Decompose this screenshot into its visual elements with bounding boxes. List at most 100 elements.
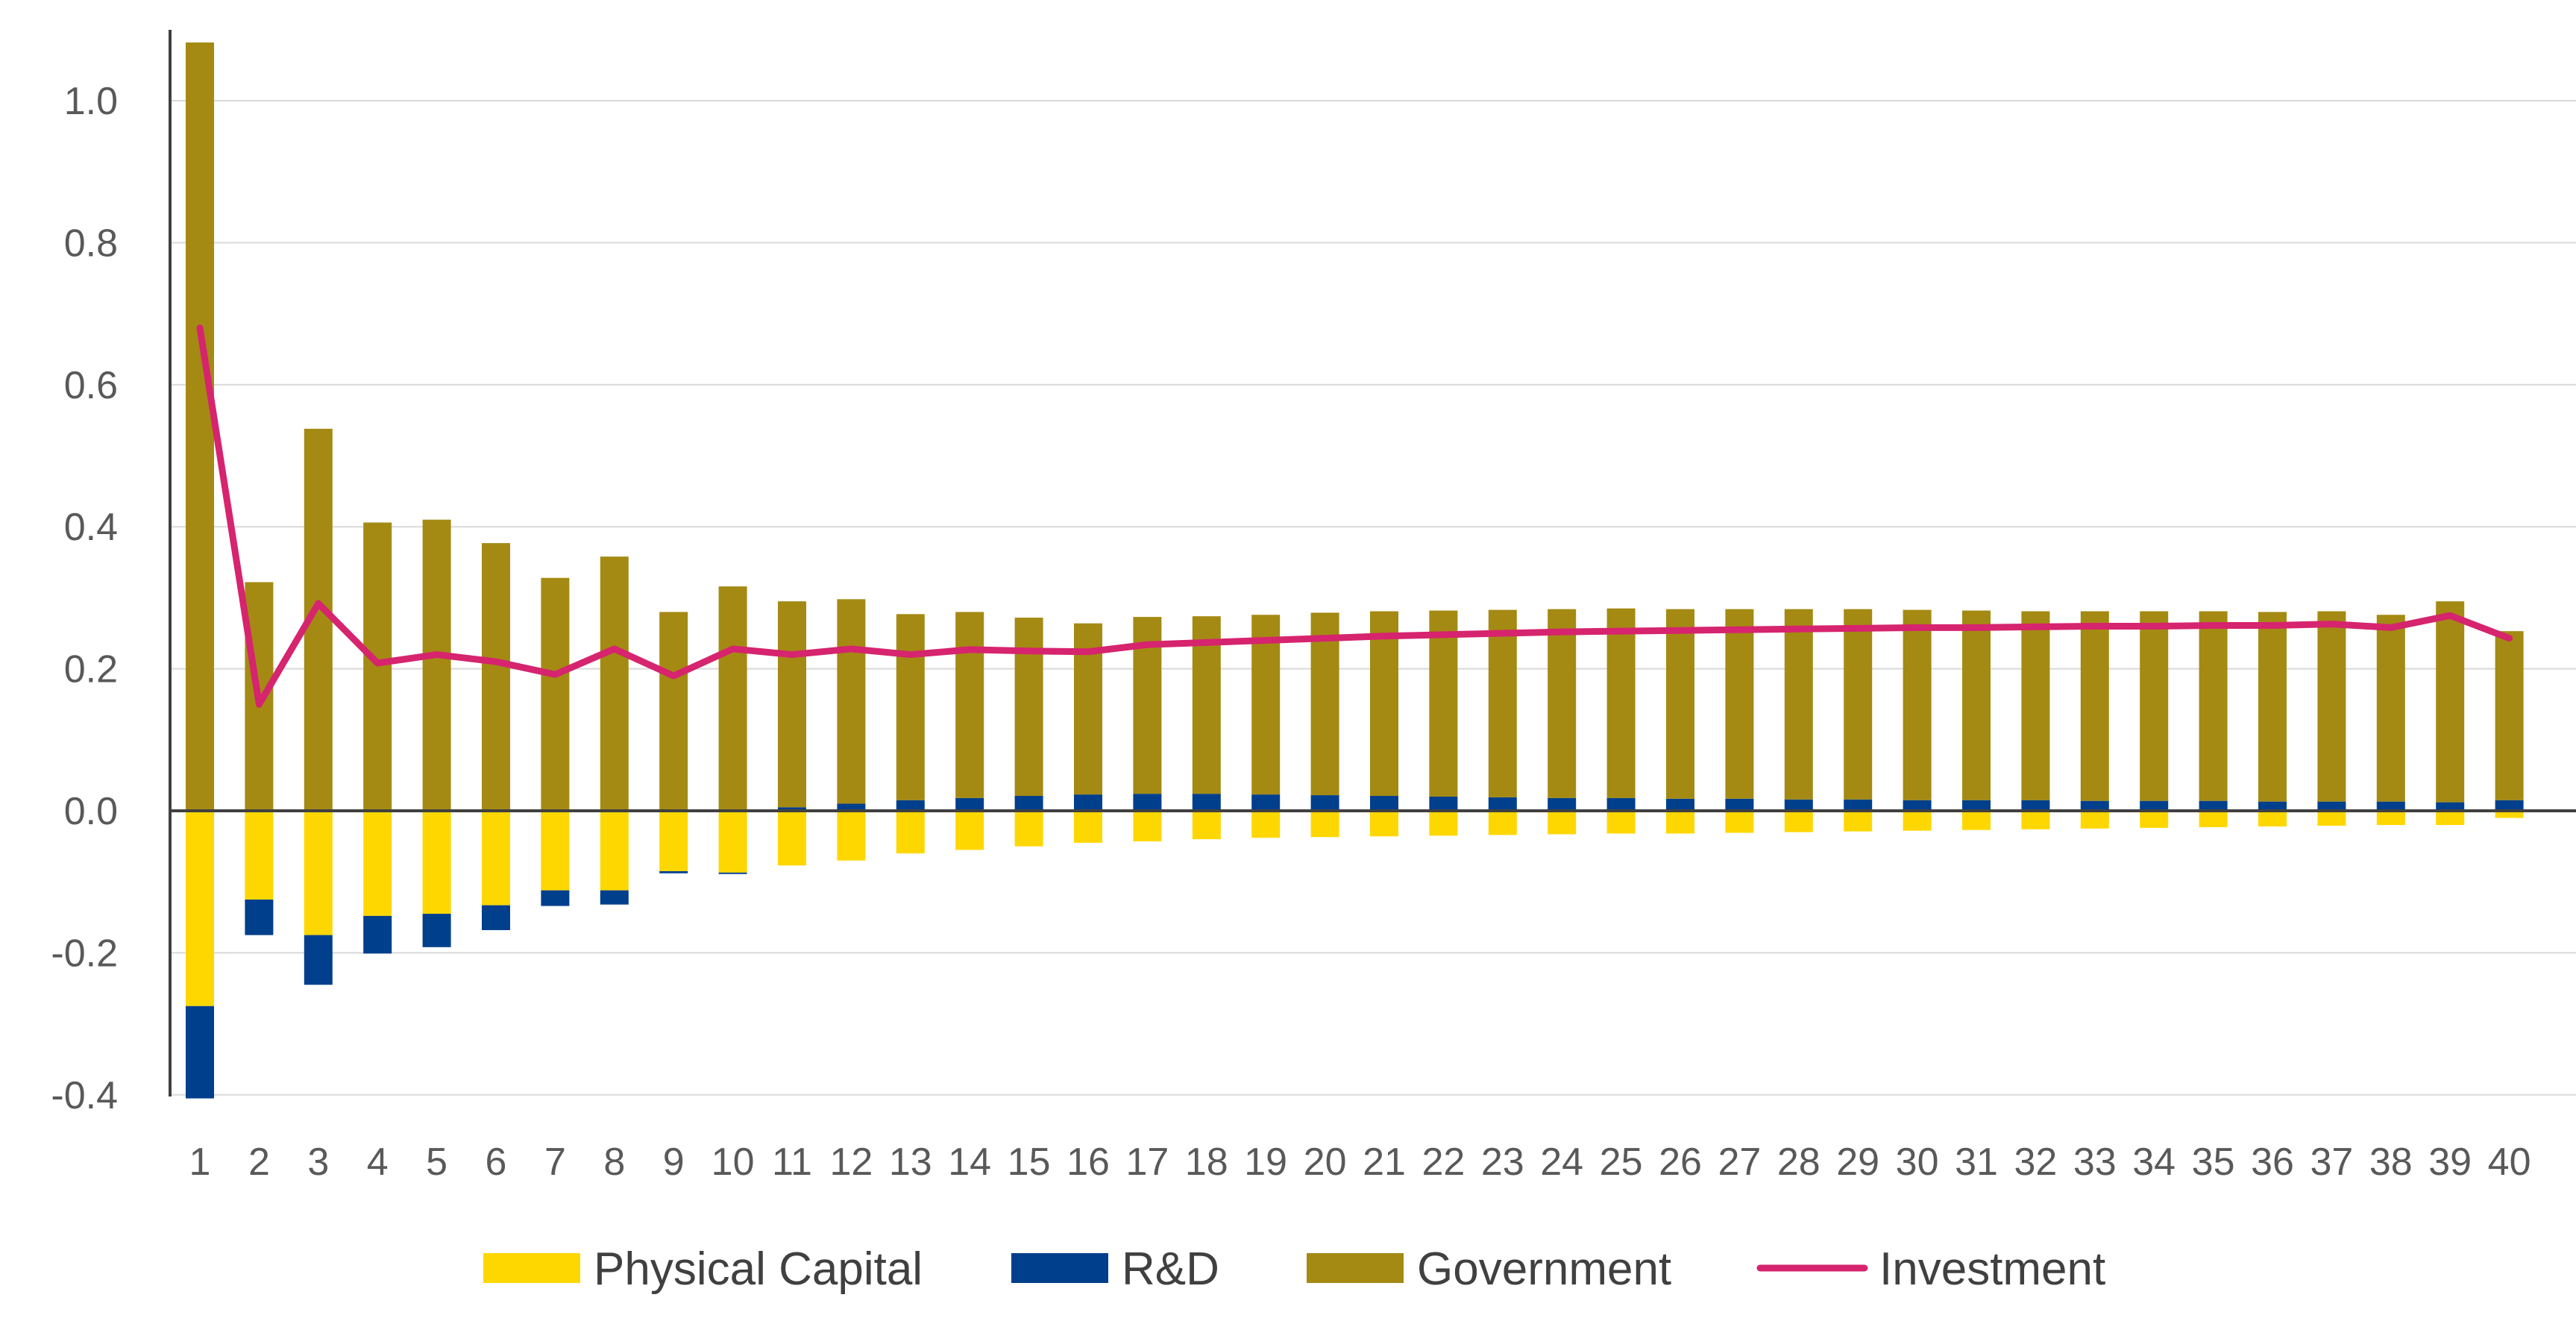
x-tick-label: 10 <box>711 1141 755 1184</box>
bar-r-d-38 <box>2376 801 2405 811</box>
x-axis-ticks: 1 2 3 4 5 6 7 8 9 10 11 12 13 14 15 16 17 18 19 20 21 22 23 24 2… <box>189 1141 2531 1184</box>
bar-government-29 <box>1844 609 1873 800</box>
bar-r-d-23 <box>1488 797 1517 811</box>
y-axis-ticks: 1.0 0.8 0.6 0.4 0.2 0.0 -0.2 -0.4 <box>51 80 118 1117</box>
legend-label-government: Government <box>1417 1243 1671 1295</box>
bar-government-10 <box>718 586 747 811</box>
x-tick-label: 29 <box>1836 1141 1879 1184</box>
bar-government-24 <box>1548 609 1577 798</box>
bar-physical-capital-26 <box>1666 811 1694 834</box>
bar-government-22 <box>1429 610 1458 797</box>
bar-government-34 <box>2140 611 2169 801</box>
bar-government-9 <box>659 612 688 811</box>
bar-physical-capital-23 <box>1488 811 1517 835</box>
bar-physical-capital-1 <box>186 811 214 1006</box>
legend-swatch-physical-capital <box>483 1253 580 1283</box>
x-tick-label: 38 <box>2369 1141 2413 1184</box>
y-tick-label: -0.4 <box>51 1074 118 1117</box>
x-tick-label: 17 <box>1125 1141 1169 1184</box>
line-series <box>196 324 2513 708</box>
legend-swatch-government <box>1307 1253 1404 1283</box>
bar-government-6 <box>482 543 510 811</box>
bar-r-d-2 <box>245 900 274 935</box>
bar-r-d-32 <box>2021 800 2050 811</box>
bar-r-d-25 <box>1606 797 1636 811</box>
x-tick-label: 1 <box>189 1141 211 1184</box>
bar-r-d-27 <box>1725 798 1754 811</box>
bar-physical-capital-4 <box>363 811 392 916</box>
bar-physical-capital-28 <box>1784 811 1813 832</box>
bar-r-d-29 <box>1844 799 1873 811</box>
y-tick-label: -0.2 <box>51 932 118 975</box>
bar-government-25 <box>1606 608 1636 798</box>
x-tick-label: 26 <box>1659 1141 1702 1184</box>
bar-physical-capital-22 <box>1429 811 1458 836</box>
bar-r-d-19 <box>1251 794 1281 811</box>
bar-r-d-5 <box>422 914 451 947</box>
bar-r-d-3 <box>304 935 333 985</box>
bar-government-11 <box>778 601 806 808</box>
legend-label-physical-capital: Physical Capital <box>594 1243 923 1295</box>
bar-r-d-34 <box>2140 800 2169 811</box>
bar-r-d-10 <box>718 872 747 874</box>
bar-r-d-15 <box>1014 796 1043 811</box>
x-tick-label: 23 <box>1481 1141 1524 1184</box>
x-tick-label: 12 <box>829 1141 873 1184</box>
bar-physical-capital-11 <box>778 811 806 866</box>
bar-physical-capital-12 <box>837 811 866 861</box>
x-tick-label: 35 <box>2192 1141 2235 1184</box>
bar-r-d-16 <box>1074 794 1102 811</box>
line-investment <box>196 324 2513 708</box>
bar-physical-capital-5 <box>422 811 451 914</box>
bar-r-d-18 <box>1192 794 1221 811</box>
bar-physical-capital-9 <box>659 811 688 871</box>
bar-r-d-11 <box>778 807 806 811</box>
bar-physical-capital-14 <box>955 811 984 850</box>
bar-government-15 <box>1014 618 1043 797</box>
bar-government-39 <box>2436 601 2465 803</box>
bar-physical-capital-18 <box>1192 811 1221 840</box>
bar-r-d-1 <box>186 1005 214 1099</box>
bar-physical-capital-20 <box>1310 811 1339 838</box>
bar-r-d-4 <box>363 915 392 954</box>
bar-government-37 <box>2317 611 2346 802</box>
x-tick-label: 13 <box>889 1141 932 1184</box>
x-tick-label: 31 <box>1955 1141 1998 1184</box>
x-tick-label: 6 <box>486 1141 507 1184</box>
bar-government-4 <box>363 522 392 811</box>
x-tick-label: 19 <box>1244 1141 1287 1184</box>
x-tick-label: 21 <box>1363 1141 1406 1184</box>
bar-physical-capital-21 <box>1370 811 1398 837</box>
bar-government-13 <box>896 614 925 800</box>
x-tick-label: 3 <box>307 1141 329 1184</box>
bar-r-d-36 <box>2258 801 2287 811</box>
bar-physical-capital-27 <box>1725 811 1754 833</box>
bar-physical-capital-32 <box>2021 811 2050 829</box>
bar-government-38 <box>2376 615 2405 802</box>
bar-physical-capital-30 <box>1903 811 1932 831</box>
bar-government-19 <box>1251 615 1281 795</box>
x-tick-label: 24 <box>1540 1141 1583 1184</box>
bar-physical-capital-39 <box>2436 811 2465 826</box>
x-tick-label: 32 <box>2014 1141 2057 1184</box>
x-tick-label: 20 <box>1304 1141 1347 1184</box>
x-tick-label: 18 <box>1185 1141 1228 1184</box>
bar-r-d-12 <box>837 803 866 811</box>
bar-physical-capital-10 <box>718 811 747 873</box>
x-tick-label: 37 <box>2310 1141 2353 1184</box>
gridlines <box>170 100 2576 1096</box>
bar-r-d-22 <box>1429 796 1458 811</box>
bar-physical-capital-13 <box>896 811 925 854</box>
bar-government-30 <box>1903 609 1932 800</box>
bar-government-23 <box>1488 609 1517 797</box>
bar-government-8 <box>600 556 629 811</box>
legend-label-r-d: R&D <box>1122 1243 1219 1295</box>
y-tick-label: 0.4 <box>64 506 118 549</box>
bar-government-26 <box>1666 609 1694 799</box>
x-tick-label: 9 <box>663 1141 685 1184</box>
x-tick-label: 7 <box>544 1141 566 1184</box>
bar-r-d-20 <box>1310 795 1339 811</box>
x-tick-label: 28 <box>1777 1141 1821 1184</box>
bar-government-31 <box>1962 610 1991 800</box>
